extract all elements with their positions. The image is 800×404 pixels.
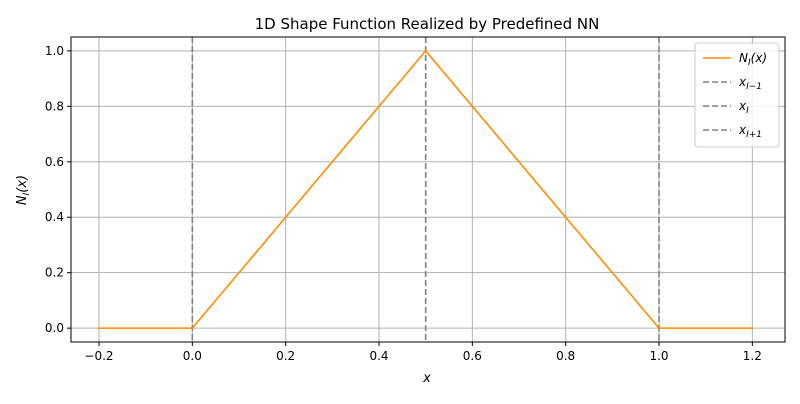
legend: NI(x) xI−1 xI xI+1	[694, 42, 780, 148]
x-tick-label: 1.0	[649, 349, 668, 363]
x-axis-ticks: −0.2 0.0 0.2 0.4 0.6 0.8 1.0 1.2	[84, 342, 762, 363]
y-tick-label: 0.0	[45, 321, 64, 335]
y-tick-label: 0.4	[45, 210, 64, 224]
x-tick-label: 0.0	[183, 349, 202, 363]
x-tick-label: 0.6	[463, 349, 482, 363]
y-tick-label: 0.6	[45, 155, 64, 169]
legend-entry-reference-line-label: xI	[738, 99, 749, 116]
grid	[71, 37, 785, 342]
x-tick-label: 0.4	[369, 349, 388, 363]
series-point	[751, 327, 754, 329]
y-tick-label: 1.0	[45, 44, 64, 58]
series-lines	[98, 49, 754, 329]
series-point	[98, 327, 100, 329]
x-tick-label: 0.8	[556, 349, 575, 363]
y-axis-ticks: 0.0 0.2 0.4 0.6 0.8 1.0	[45, 44, 71, 335]
chart-title: 1D Shape Function Realized by Predefined…	[255, 15, 600, 33]
plot-area-frame	[70, 36, 786, 343]
y-tick-label: 0.8	[45, 99, 64, 113]
legend-entry-reference-line-label: xI−1	[738, 75, 762, 92]
series-point	[191, 327, 194, 329]
legend-entry-reference-line-label: xI+1	[738, 123, 762, 140]
legend-box	[694, 42, 780, 148]
legend-entry-series-label: NI(x)	[739, 51, 767, 68]
series-point	[424, 50, 427, 52]
y-tick-label: 0.2	[45, 266, 64, 280]
x-tick-label: 0.2	[276, 349, 295, 363]
x-tick-label: −0.2	[84, 349, 113, 363]
y-axis-label: NI(x)	[15, 175, 32, 205]
x-tick-label: 1.2	[743, 349, 762, 363]
series-point	[658, 327, 660, 329]
x-axis-label: x	[422, 371, 431, 386]
reference-lines	[191, 37, 660, 342]
